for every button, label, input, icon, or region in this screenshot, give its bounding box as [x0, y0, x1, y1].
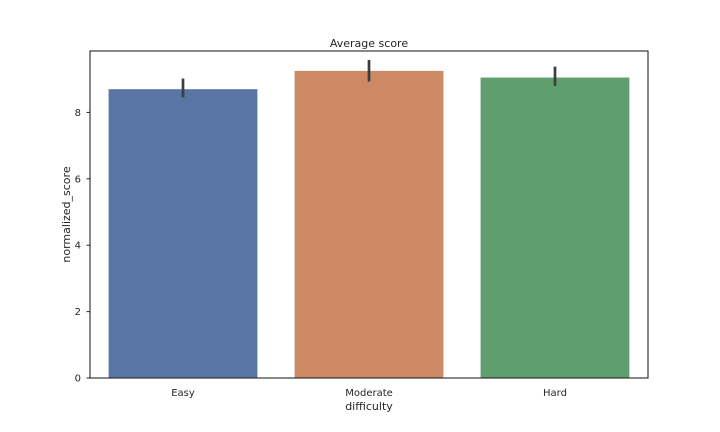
bar-moderate	[294, 70, 444, 378]
y-axis-label: normalized_score	[60, 166, 73, 262]
y-tick-label: 4	[75, 241, 81, 252]
error-bars-group	[181, 59, 557, 98]
bar-hard	[480, 77, 630, 378]
bar-easy	[108, 89, 258, 378]
y-tick-label: 6	[75, 174, 81, 185]
y-ticks-group: 0 2 4 6 8	[75, 108, 90, 385]
bars-group	[108, 70, 630, 378]
x-tick-label: Hard	[543, 388, 567, 399]
x-axis-label: difficulty	[345, 400, 393, 413]
chart-title: Average score	[330, 37, 408, 50]
x-tick-label: Easy	[171, 388, 195, 399]
x-tick-label: Moderate	[345, 388, 393, 399]
y-tick-label: 2	[75, 307, 81, 318]
plot-frame	[89, 50, 649, 379]
y-tick-label: 8	[75, 108, 81, 119]
x-ticks-group: Easy Moderate Hard	[171, 388, 567, 399]
y-tick-label: 0	[75, 374, 81, 385]
